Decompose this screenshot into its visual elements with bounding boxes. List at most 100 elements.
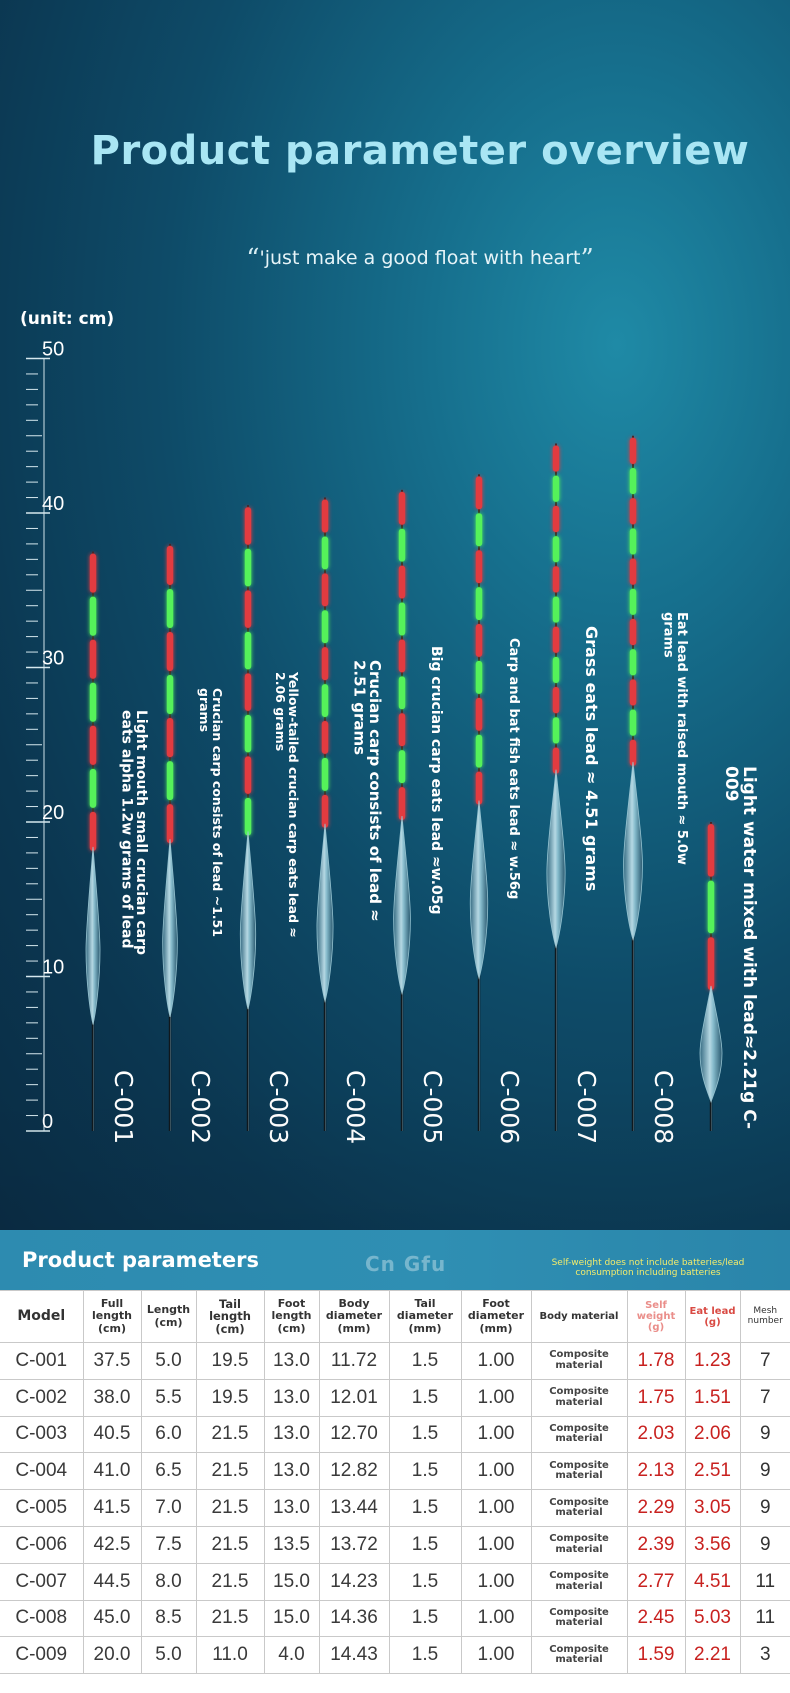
cell-model: C-007 xyxy=(0,1562,84,1601)
cell-tail-length: 19.5 xyxy=(195,1378,265,1417)
tail-segment-green xyxy=(398,676,406,710)
tail-segment-green xyxy=(398,528,406,562)
cell-foot-length: 15.0 xyxy=(263,1599,320,1638)
float-body xyxy=(623,761,643,941)
float-body xyxy=(85,846,101,1025)
cell-foot-diameter: 1.00 xyxy=(460,1378,532,1417)
tail-segment-green xyxy=(552,656,560,684)
tail-segment-green xyxy=(629,467,637,495)
float-body xyxy=(393,815,411,996)
float-label-c-001: Light mouth small crucian carp eats alph… xyxy=(118,710,149,956)
cell-mesh-number: 3 xyxy=(739,1636,790,1675)
overview-hero: 0 10 20 30 40 50 Product parameter overview “… xyxy=(0,0,790,1230)
cell-self-weight: 2.45 xyxy=(626,1599,686,1638)
float-body xyxy=(239,831,257,1010)
tail-segment-red xyxy=(321,647,329,681)
cell-foot-length: 13.0 xyxy=(263,1489,320,1527)
cell-tail-diameter: 1.5 xyxy=(388,1415,462,1454)
tail-segment-green xyxy=(398,750,406,784)
cell-full-length: 37.5 xyxy=(82,1342,142,1380)
cell-body-material: Composite material xyxy=(530,1525,628,1564)
float-code-c-005: C-005 xyxy=(418,1070,447,1145)
cell-tail-diameter: 1.5 xyxy=(388,1378,462,1417)
cell-length: 5.5 xyxy=(140,1378,197,1417)
tail-segment-red xyxy=(629,679,637,706)
cell-model: C-009 xyxy=(0,1636,84,1675)
tail-segment-red xyxy=(89,811,97,851)
tail-segment-red xyxy=(629,558,637,585)
cell-eat-lead: 1.51 xyxy=(684,1378,741,1417)
cell-body-diameter: 11.72 xyxy=(318,1342,390,1380)
header-tail-length: Tail length (cm) xyxy=(195,1290,265,1343)
parameters-title: Product parameters xyxy=(22,1248,259,1272)
cell-eat-lead: 3.56 xyxy=(684,1525,741,1564)
overview-title: Product parameter overview xyxy=(90,128,750,174)
cell-self-weight: 1.75 xyxy=(626,1378,686,1417)
parameters-header: Product parameters Cn Gfu Self-weight do… xyxy=(0,1230,790,1290)
float-code-c-008: C-008 xyxy=(649,1070,678,1145)
tail-segment-red xyxy=(398,639,406,673)
tail-segment-red xyxy=(398,787,406,820)
cell-foot-diameter: 1.00 xyxy=(460,1342,532,1380)
cell-full-length: 45.0 xyxy=(82,1599,142,1638)
tail-segment-green xyxy=(398,602,406,636)
scale-label: 40 xyxy=(42,493,64,515)
cell-self-weight: 2.13 xyxy=(626,1452,686,1491)
cell-tail-length: 21.5 xyxy=(195,1489,265,1527)
table-row: C-006 42.5 7.5 21.5 13.5 13.72 1.5 1.00 Composit… xyxy=(0,1525,790,1564)
cell-body-diameter: 12.70 xyxy=(318,1415,390,1454)
cell-foot-length: 4.0 xyxy=(263,1636,320,1675)
table-row: C-009 20.0 5.0 11.0 4.0 14.43 1.5 1.00 Composite… xyxy=(0,1636,790,1675)
tail-segment-red xyxy=(552,687,560,714)
cell-length: 8.5 xyxy=(140,1599,197,1638)
cell-mesh-number: 9 xyxy=(739,1489,790,1527)
tail-segment-green xyxy=(244,797,252,836)
cell-body-diameter: 13.44 xyxy=(318,1489,390,1527)
cell-body-material: Composite material xyxy=(530,1636,628,1675)
cell-tail-diameter: 1.5 xyxy=(388,1562,462,1601)
tail-segment-green xyxy=(629,649,637,676)
tail-segment-red xyxy=(475,550,483,584)
cell-body-material: Composite material xyxy=(530,1452,628,1491)
cell-tail-length: 21.5 xyxy=(195,1452,265,1491)
float-body xyxy=(546,769,566,949)
cell-foot-diameter: 1.00 xyxy=(460,1599,532,1638)
cell-full-length: 41.5 xyxy=(82,1489,142,1527)
slogan-text: 'just make a good float with heart xyxy=(259,247,581,269)
scale-label: 50 xyxy=(42,339,64,361)
cell-tail-length: 19.5 xyxy=(195,1342,265,1380)
tail-segment-green xyxy=(321,610,329,644)
tail-segment-red xyxy=(321,721,329,754)
table-row: C-003 40.5 6.0 21.5 13.0 12.70 1.5 1.00 Composit… xyxy=(0,1415,790,1454)
cell-model: C-006 xyxy=(0,1525,84,1564)
cell-full-length: 42.5 xyxy=(82,1525,142,1564)
cell-foot-diameter: 1.00 xyxy=(460,1636,532,1675)
cell-tail-diameter: 1.5 xyxy=(388,1636,462,1675)
tail-segment-red xyxy=(398,565,406,599)
float-label-c-005: Big crucian carp eats lead ≈w.05g xyxy=(428,646,444,915)
tail-segment-green xyxy=(707,880,715,934)
tail-segment-red xyxy=(552,445,560,472)
cell-body-material: Composite material xyxy=(530,1562,628,1601)
cell-foot-length: 15.0 xyxy=(263,1562,320,1601)
table-body: C-001 37.5 5.0 19.5 13.0 11.72 1.5 1.00 Composit… xyxy=(0,1342,790,1675)
parameters-note: Self-weight does not include batteries/l… xyxy=(551,1258,745,1279)
cell-foot-diameter: 1.00 xyxy=(460,1452,532,1491)
tail-segment-red xyxy=(475,476,483,510)
cell-model: C-001 xyxy=(0,1342,84,1380)
cell-eat-lead: 3.05 xyxy=(684,1489,741,1527)
header-tail-diameter: Tail diameter (mm) xyxy=(388,1290,462,1343)
cell-mesh-number: 7 xyxy=(739,1378,790,1417)
slogan: “'just make a good float with heart” xyxy=(0,244,790,274)
cell-tail-diameter: 1.5 xyxy=(388,1342,462,1380)
cell-model: C-008 xyxy=(0,1599,84,1638)
cell-tail-diameter: 1.5 xyxy=(388,1452,462,1491)
tail-segment-green xyxy=(89,768,97,808)
header-foot-diameter: Foot diameter (mm) xyxy=(460,1290,532,1343)
tail-segment-green xyxy=(475,734,483,768)
close-quote-icon: ” xyxy=(580,244,594,274)
cell-mesh-number: 9 xyxy=(739,1452,790,1491)
tail-segment-green xyxy=(166,761,174,801)
tail-segment-green xyxy=(166,588,174,628)
float-label-c-003: Yellow-tailed crucian carp eats lead ≈ 2… xyxy=(272,672,301,938)
